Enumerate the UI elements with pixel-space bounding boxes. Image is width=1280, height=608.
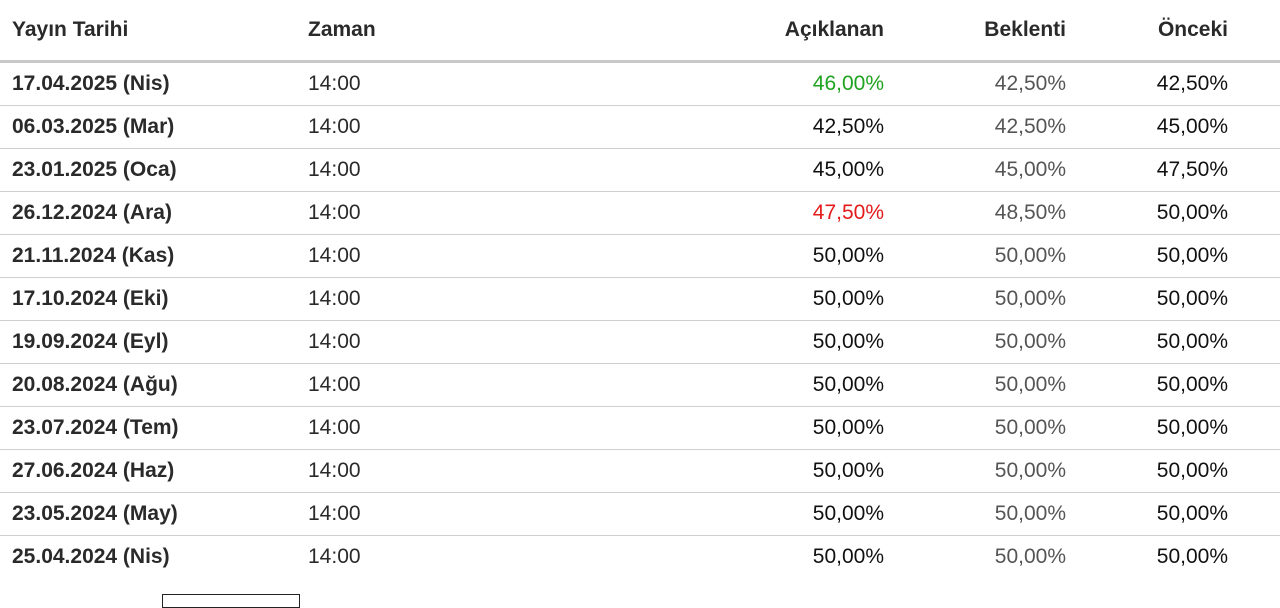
- row-previous: 50,00%: [1066, 363, 1228, 407]
- row-actual: 45,00%: [620, 148, 884, 192]
- row-actual: 46,00%: [620, 61, 884, 106]
- row-time: 14:00: [308, 449, 620, 493]
- header-actual: Açıklanan: [620, 0, 884, 63]
- row-actual: 50,00%: [620, 406, 884, 450]
- row-spacer: [1228, 105, 1280, 149]
- table-row: 20.08.2024 (Ağu) 14:00 50,00% 50,00% 50,00%: [0, 363, 1280, 407]
- row-previous: 50,00%: [1066, 406, 1228, 450]
- row-spacer: [1228, 492, 1280, 536]
- row-previous: 50,00%: [1066, 277, 1228, 321]
- row-previous: 50,00%: [1066, 234, 1228, 278]
- row-actual: 50,00%: [620, 449, 884, 493]
- row-forecast: 45,00%: [884, 148, 1066, 192]
- row-forecast: 50,00%: [884, 363, 1066, 407]
- row-spacer: [1228, 277, 1280, 321]
- row-time: 14:00: [308, 406, 620, 450]
- header-spacer: [1228, 0, 1280, 63]
- row-release-date: 23.05.2024 (May): [0, 492, 308, 536]
- table-row: 23.01.2025 (Oca) 14:00 45,00% 45,00% 47,50%: [0, 148, 1280, 192]
- row-release-date: 21.11.2024 (Kas): [0, 234, 308, 278]
- row-release-date: 25.04.2024 (Nis): [12, 545, 170, 568]
- table-row: 23.07.2024 (Tem) 14:00 50,00% 50,00% 50,00%: [0, 406, 1280, 450]
- row-time: 14:00: [308, 545, 361, 568]
- row-release-date: 20.08.2024 (Ağu): [0, 363, 308, 407]
- header-time: Zaman: [308, 0, 620, 63]
- table-row: 27.06.2024 (Haz) 14:00 50,00% 50,00% 50,00%: [0, 449, 1280, 493]
- row-actual: 50,00%: [620, 363, 884, 407]
- row-time: 14:00: [308, 191, 620, 235]
- release-history-table-container: Yayın Tarihi Zaman Açıklanan Beklenti Ön…: [0, 0, 1280, 579]
- row-release-date: 27.06.2024 (Haz): [0, 449, 308, 493]
- row-previous: 47,50%: [1066, 148, 1228, 192]
- row-release-date: 06.03.2025 (Mar): [0, 105, 308, 149]
- row-time: 14:00: [308, 320, 620, 364]
- table-row: 23.05.2024 (May) 14:00 50,00% 50,00% 50,00%: [0, 492, 1280, 536]
- row-forecast: 50,00%: [884, 234, 1066, 278]
- header-release-date: Yayın Tarihi: [0, 0, 308, 63]
- row-forecast: 50,00%: [884, 320, 1066, 364]
- header-previous: Önceki: [1066, 0, 1228, 63]
- row-release-date: 17.04.2025 (Nis): [0, 61, 308, 106]
- row-previous: 50,00%: [1066, 191, 1228, 235]
- row-spacer: [1228, 406, 1280, 450]
- row-previous: 45,00%: [1066, 105, 1228, 149]
- row-spacer: [1228, 148, 1280, 192]
- row-release-date: 23.01.2025 (Oca): [0, 148, 308, 192]
- row-actual: 42,50%: [620, 105, 884, 149]
- row-forecast: 42,50%: [884, 105, 1066, 149]
- row-spacer: [1228, 234, 1280, 278]
- table-row: 25.04.2024 (Nis) 14:00 50,00% 50,00% 50,00%: [0, 536, 1280, 579]
- row-spacer: [1228, 191, 1280, 235]
- header-row: Yayın Tarihi Zaman Açıklanan Beklenti Ön…: [0, 0, 1280, 63]
- row-spacer: [1228, 536, 1280, 579]
- row-spacer: [1228, 363, 1280, 407]
- table-row: 17.10.2024 (Eki) 14:00 50,00% 50,00% 50,00%: [0, 277, 1280, 321]
- row-spacer: [1228, 320, 1280, 364]
- row-actual: 50,00%: [620, 492, 884, 536]
- row-actual: 50,00%: [620, 277, 884, 321]
- table-row: 06.03.2025 (Mar) 14:00 42,50% 42,50% 45,00%: [0, 105, 1280, 149]
- row-forecast: 50,00%: [884, 277, 1066, 321]
- table-row: 21.11.2024 (Kas) 14:00 50,00% 50,00% 50,00%: [0, 234, 1280, 278]
- row-time: 14:00: [308, 105, 620, 149]
- row-actual: 50,00%: [620, 234, 884, 278]
- row-time: 14:00: [308, 492, 620, 536]
- row-forecast: 50,00%: [994, 545, 1066, 568]
- table-row: 19.09.2024 (Eyl) 14:00 50,00% 50,00% 50,00%: [0, 320, 1280, 364]
- row-forecast: 42,50%: [884, 61, 1066, 106]
- row-actual: 47,50%: [620, 191, 884, 235]
- row-previous: 50,00%: [1066, 320, 1228, 364]
- row-release-date: 26.12.2024 (Ara): [0, 191, 308, 235]
- row-time: 14:00: [308, 363, 620, 407]
- row-forecast: 50,00%: [884, 449, 1066, 493]
- row-release-date: 23.07.2024 (Tem): [0, 406, 308, 450]
- row-time: 14:00: [308, 61, 620, 106]
- row-time: 14:00: [308, 277, 620, 321]
- row-forecast: 50,00%: [884, 406, 1066, 450]
- table-row: 26.12.2024 (Ara) 14:00 47,50% 48,50% 50,00%: [0, 191, 1280, 235]
- row-previous: 50,00%: [1066, 492, 1228, 536]
- row-actual: 50,00%: [812, 545, 884, 568]
- show-more-button[interactable]: [162, 594, 300, 608]
- row-forecast: 48,50%: [884, 191, 1066, 235]
- table-body: 17.04.2025 (Nis) 14:00 46,00% 42,50% 42,50% 0…: [0, 61, 1280, 579]
- row-previous: 50,00%: [1066, 449, 1228, 493]
- row-spacer: [1228, 61, 1280, 106]
- release-history-table: Yayın Tarihi Zaman Açıklanan Beklenti Ön…: [0, 0, 1280, 579]
- row-time: 14:00: [308, 148, 620, 192]
- row-release-date: 19.09.2024 (Eyl): [0, 320, 308, 364]
- row-spacer: [1228, 449, 1280, 493]
- row-forecast: 50,00%: [884, 492, 1066, 536]
- row-previous: 42,50%: [1066, 61, 1228, 106]
- row-actual: 50,00%: [620, 320, 884, 364]
- row-release-date: 17.10.2024 (Eki): [0, 277, 308, 321]
- table-row: 17.04.2025 (Nis) 14:00 46,00% 42,50% 42,50%: [0, 61, 1280, 106]
- row-previous: 50,00%: [1156, 545, 1228, 568]
- header-forecast: Beklenti: [884, 0, 1066, 63]
- table-header: Yayın Tarihi Zaman Açıklanan Beklenti Ön…: [0, 0, 1280, 63]
- row-time: 14:00: [308, 234, 620, 278]
